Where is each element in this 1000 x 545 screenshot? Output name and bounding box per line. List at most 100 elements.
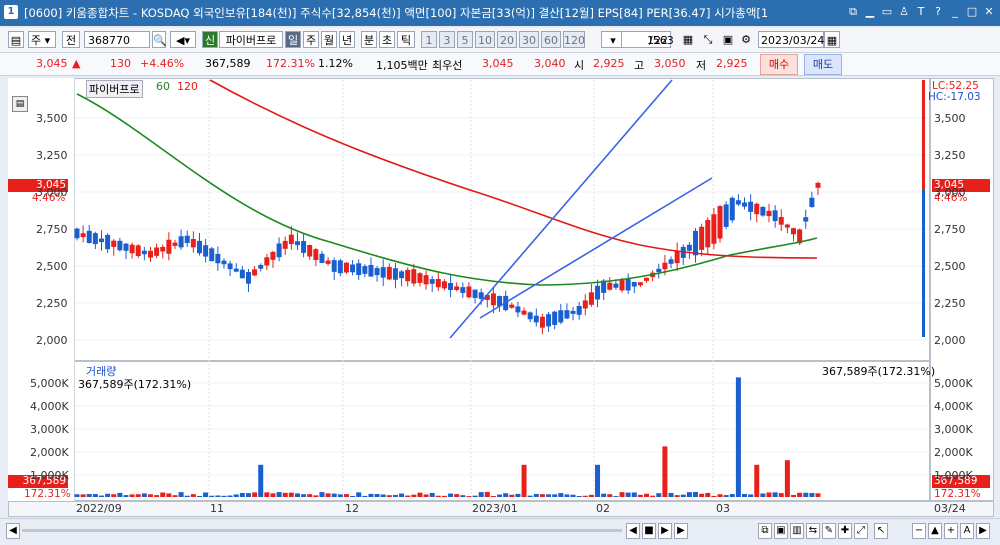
open-label: 시 <box>574 59 585 72</box>
period-day[interactable]: 일 <box>285 31 301 48</box>
price-y-tick-right: 3,500 <box>934 112 966 125</box>
move-icon[interactable]: ⤢ <box>854 523 868 539</box>
stock-code-input[interactable]: 368770 <box>84 31 150 48</box>
scroll-track[interactable] <box>22 529 622 532</box>
toolbar-menu-icon[interactable]: ▤ <box>8 31 24 48</box>
price-y-tick-left: 3,000 <box>36 186 68 199</box>
volume-y-tick-left: 1,000K <box>30 469 69 482</box>
tile-layout-icon[interactable]: ▣ <box>774 523 788 539</box>
zoom-icon[interactable]: ▲ <box>928 523 942 539</box>
window-close-icon[interactable]: ✕ <box>984 5 994 18</box>
volume-value: 367,589 <box>205 57 251 70</box>
high-label: 고 <box>634 59 645 72</box>
quote-bar: 3,045 ▲ 130 +4.46% 367,589 172.31% 1.12%… <box>0 53 1000 76</box>
layout-icon[interactable]: ⧉ <box>758 523 772 539</box>
date-input[interactable]: 2023/03/24 <box>758 31 824 48</box>
price-y-tick-left: 3,500 <box>36 112 68 125</box>
price-y-tick-right: 2,500 <box>934 260 966 273</box>
period-month[interactable]: 월 <box>321 31 337 48</box>
interval-10[interactable]: 10 <box>475 31 495 48</box>
buy-button[interactable]: 매수 <box>760 54 798 75</box>
grid-icon[interactable]: ▦ <box>682 33 694 46</box>
scroll-prev-icon[interactable]: ◀ <box>626 523 640 539</box>
scroll-right-icon[interactable]: ▶ <box>674 523 688 539</box>
hc-label: HC:-17.03 <box>928 91 981 103</box>
high-price: 3,050 <box>654 57 686 70</box>
zoom-out-icon[interactable]: − <box>912 523 926 539</box>
window-max-icon[interactable]: □ <box>966 5 978 18</box>
total-count: /563 <box>649 34 674 47</box>
compare-icon[interactable]: ▥ <box>790 523 804 539</box>
settings-gear-icon[interactable]: ⚙ <box>741 33 751 46</box>
calendar-icon[interactable]: ▦ <box>824 31 840 48</box>
left-pct-tag: 4.46% <box>32 192 66 204</box>
period-week[interactable]: 주 <box>303 31 319 48</box>
interval-30[interactable]: 30 <box>519 31 539 48</box>
price-change: 130 <box>110 57 131 70</box>
volume-right-value: 367,589주(172.31%) <box>822 365 936 378</box>
minimize-icon[interactable]: ▁ <box>865 5 875 18</box>
count-input[interactable]: 122 <box>621 31 671 48</box>
zoom-in-icon[interactable]: + <box>944 523 958 539</box>
interval-3[interactable]: 3 <box>439 31 455 48</box>
best-bid: 3,040 <box>534 57 566 70</box>
period-year[interactable]: 년 <box>339 31 355 48</box>
play-icon[interactable]: ▶ <box>658 523 672 539</box>
volume-legend-value: 367,589주(172.31%) <box>78 378 192 391</box>
save-icon[interactable]: ▣ <box>722 33 734 46</box>
volume-ratio: 172.31% <box>266 57 315 70</box>
window-titlebar: 1 [0600] 키움종합차트 - KOSDAQ 외국인보유[184(천)] 주… <box>0 0 1000 26</box>
right-pct-tag: 4.46% <box>934 192 968 204</box>
restore-link-icon[interactable]: ⧉ <box>849 5 857 18</box>
tile-icon[interactable]: ▭ <box>881 5 893 18</box>
stop-icon[interactable]: ■ <box>642 523 656 539</box>
scroll-end-icon[interactable]: ▶ <box>976 523 990 539</box>
period-second[interactable]: 초 <box>379 31 395 48</box>
period-minute[interactable]: 분 <box>361 31 377 48</box>
volume-y-tick-left: 5,000K <box>30 377 69 390</box>
volume-y-tick-left: 3,000K <box>30 423 69 436</box>
sell-button[interactable]: 매도 <box>804 54 842 75</box>
font-icon[interactable]: T <box>917 5 925 18</box>
volume-chart-panel[interactable] <box>8 361 930 501</box>
x-tick-feb: 02 <box>596 502 610 515</box>
zoom-fit-icon[interactable]: A <box>960 523 974 539</box>
right-axis <box>930 78 994 501</box>
interval-5[interactable]: 5 <box>457 31 473 48</box>
link-icon[interactable]: ⇆ <box>806 523 820 539</box>
right-volume-pct: 172.31% <box>934 488 981 500</box>
volume-y-tick-right: 4,000K <box>934 400 973 413</box>
lock-icon[interactable]: ♙ <box>899 5 909 18</box>
interval-20[interactable]: 20 <box>497 31 517 48</box>
x-axis <box>8 501 994 517</box>
turnover-ratio: 1.12% <box>318 57 353 70</box>
period-tick[interactable]: 틱 <box>397 31 415 48</box>
scroll-left-icon[interactable]: ◀ <box>6 523 20 539</box>
window-min-icon[interactable]: _ <box>952 5 958 18</box>
price-chart-panel[interactable] <box>8 78 930 361</box>
best-quote-label: 최우선 <box>432 59 463 72</box>
price-y-tick-left: 2,000 <box>36 334 68 347</box>
current-price: 3,045 <box>36 57 68 70</box>
interval-120[interactable]: 120 <box>563 31 585 48</box>
interval-1[interactable]: 1 <box>421 31 437 48</box>
chart-toolbar: ▤ 주 ▾ 전 368770 🔍 ◀▾ 신 파이버프로 일 주 월 년 분 초 … <box>0 28 1000 53</box>
help-icon[interactable]: ? <box>935 5 941 18</box>
x-tick-mar: 03 <box>716 502 730 515</box>
price-y-tick-left: 2,500 <box>36 260 68 273</box>
cursor-icon[interactable]: ✎ <box>822 523 836 539</box>
code-search-icon[interactable]: 🔍 <box>152 31 167 48</box>
volume-y-tick-right: 3,000K <box>934 423 973 436</box>
low-price: 2,925 <box>716 57 748 70</box>
credit-badge: 신 <box>202 31 218 48</box>
trend-tool-icon[interactable]: ⤡ <box>703 33 713 46</box>
sound-icon[interactable]: ◀▾ <box>170 31 196 48</box>
lc-label: LC:52.25 <box>932 80 979 92</box>
market-select[interactable]: 주 ▾ <box>28 31 56 48</box>
x-tick-dec: 12 <box>345 502 359 515</box>
jeon-button[interactable]: 전 <box>62 31 80 48</box>
arrow-icon[interactable]: ↖ <box>874 523 888 539</box>
cross-icon[interactable]: ✚ <box>838 523 852 539</box>
panel-options-icon[interactable]: ▤ <box>12 96 28 112</box>
interval-60[interactable]: 60 <box>541 31 561 48</box>
